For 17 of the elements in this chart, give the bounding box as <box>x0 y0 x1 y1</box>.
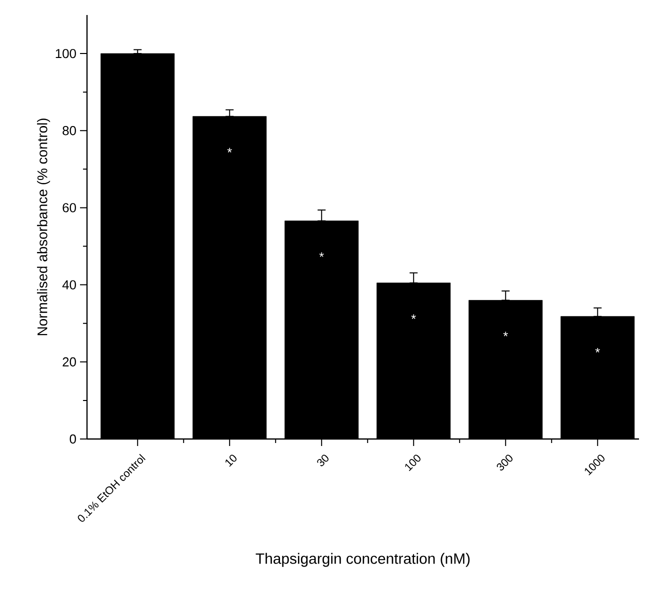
x-tick-label: 100 <box>405 454 420 472</box>
y-tick-label: 100 <box>56 48 76 58</box>
x-tick-label: 300 <box>496 454 512 471</box>
y-tick-label: 0 <box>70 434 76 444</box>
annotation: * <box>227 148 232 152</box>
y-tick-label: 40 <box>62 280 76 290</box>
y-tick-label: 80 <box>62 126 76 136</box>
y-tick-label: 60 <box>62 203 76 212</box>
annotation: * <box>319 252 324 257</box>
y-axis-title: Normalised absorbance (% control) <box>37 118 50 336</box>
annotation: * <box>411 314 416 319</box>
x-tick-label: 30 <box>317 454 328 466</box>
x-tick-label: 10 <box>225 454 236 467</box>
y-tick-label: 20 <box>62 357 76 366</box>
annotation: * <box>595 348 600 353</box>
x-axis-title: Thapsigargin concentration (nM) <box>256 552 470 567</box>
annotation: * <box>503 332 508 336</box>
